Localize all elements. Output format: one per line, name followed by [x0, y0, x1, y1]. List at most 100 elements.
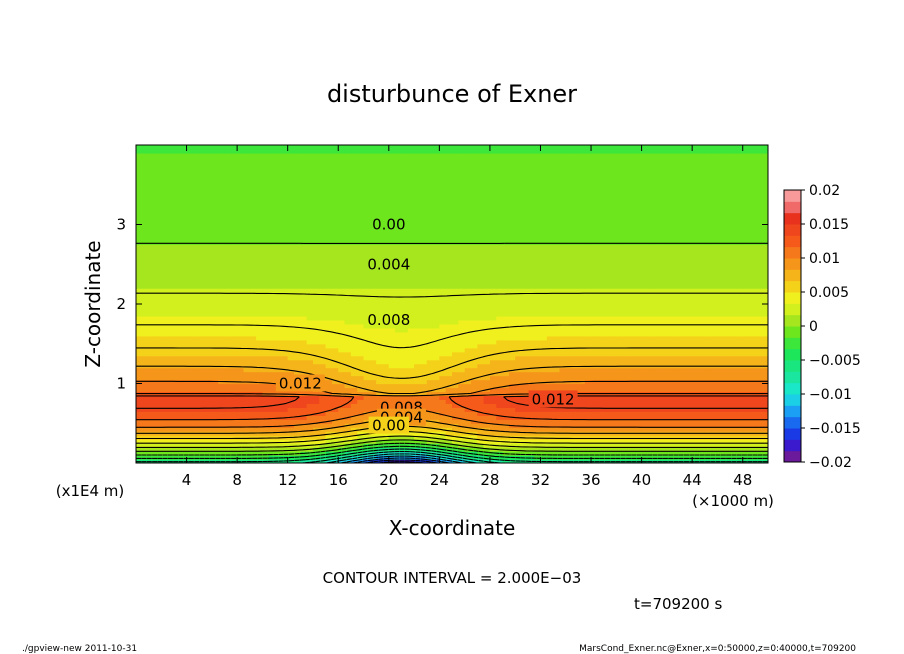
field-cell — [470, 276, 478, 281]
field-cell — [256, 395, 263, 400]
field-cell — [275, 355, 282, 361]
field-cell — [692, 323, 700, 329]
field-cell — [470, 387, 478, 393]
field-cell — [142, 435, 150, 440]
field-cell — [666, 331, 674, 337]
field-cell — [294, 331, 301, 337]
field-cell — [736, 387, 744, 393]
field-cell — [452, 403, 459, 408]
field-cell — [407, 307, 415, 313]
field-cell — [464, 339, 472, 345]
field-cell — [338, 300, 346, 305]
field-cell — [521, 455, 529, 460]
field-cell — [603, 399, 611, 404]
field-cell — [527, 443, 535, 448]
field-cell — [610, 272, 617, 277]
field-cell — [654, 375, 662, 381]
field-cell — [628, 407, 636, 412]
field-cell — [603, 315, 611, 321]
field-cell — [654, 319, 662, 325]
field-cell — [199, 415, 207, 420]
field-cell — [546, 347, 554, 353]
field-cell — [325, 403, 333, 408]
field-cell — [749, 355, 756, 361]
field-cell — [211, 276, 219, 281]
field-cell — [597, 327, 605, 333]
field-cell — [635, 367, 643, 373]
field-cell — [521, 268, 529, 273]
field-cell — [508, 307, 516, 313]
field-cell — [698, 296, 706, 301]
field-cell — [654, 399, 662, 404]
field-cell — [692, 335, 700, 341]
field-cell — [445, 276, 453, 281]
field-cell — [433, 284, 440, 289]
field-cell — [717, 447, 725, 452]
field-cell — [565, 447, 573, 452]
field-cell — [395, 367, 403, 373]
field-cell — [483, 300, 491, 305]
field-cell — [622, 300, 630, 305]
field-cell — [319, 343, 327, 349]
field-cell — [237, 276, 245, 281]
field-cell — [546, 296, 554, 301]
field-cell — [294, 407, 301, 412]
field-cell — [464, 403, 472, 408]
field-cell — [647, 284, 655, 289]
field-cell — [730, 403, 737, 408]
field-cell — [711, 347, 719, 353]
field-cell — [426, 359, 434, 365]
field-cell — [173, 371, 181, 377]
field-cell — [350, 423, 358, 428]
field-cell — [312, 431, 320, 436]
field-cell — [243, 304, 251, 309]
field-cell — [723, 327, 731, 333]
field-cell — [736, 407, 744, 412]
field-cell — [154, 423, 162, 428]
field-cell — [660, 315, 668, 321]
field-cell — [483, 459, 491, 463]
field-cell — [666, 323, 674, 329]
field-cell — [515, 272, 523, 277]
field-cell — [331, 443, 339, 448]
field-cell — [192, 371, 200, 377]
field-cell — [363, 419, 371, 424]
field-cell — [477, 387, 485, 393]
field-cell — [521, 451, 529, 456]
field-cell — [628, 272, 636, 277]
field-cell — [470, 319, 478, 325]
field-cell — [192, 311, 200, 317]
field-cell — [249, 311, 257, 317]
field-cell — [433, 447, 440, 452]
field-cell — [338, 327, 346, 333]
field-cell — [679, 335, 687, 341]
field-cell — [331, 419, 339, 424]
field-cell — [262, 443, 270, 448]
field-cell — [325, 315, 333, 321]
field-cell — [224, 339, 232, 345]
field-cell — [300, 315, 308, 321]
field-cell — [439, 296, 447, 301]
field-cell — [154, 280, 162, 285]
field-cell — [344, 387, 352, 393]
field-cell — [572, 276, 579, 281]
field-cell — [325, 339, 333, 345]
field-cell — [414, 443, 421, 448]
field-cell — [521, 415, 529, 420]
field-cell — [344, 427, 352, 432]
field-cell — [742, 296, 750, 301]
field-cell — [154, 399, 162, 404]
field-cell — [426, 315, 434, 321]
field-cell — [673, 415, 681, 420]
field-cell — [294, 347, 301, 353]
field-cell — [306, 359, 314, 365]
field-cell — [540, 347, 548, 353]
field-cell — [420, 431, 428, 436]
field-cell — [534, 268, 542, 273]
field-cell — [167, 443, 175, 448]
field-cell — [749, 427, 756, 432]
field-cell — [673, 311, 681, 317]
field-cell — [452, 395, 459, 400]
field-cell — [685, 435, 693, 440]
field-cell — [483, 307, 491, 313]
